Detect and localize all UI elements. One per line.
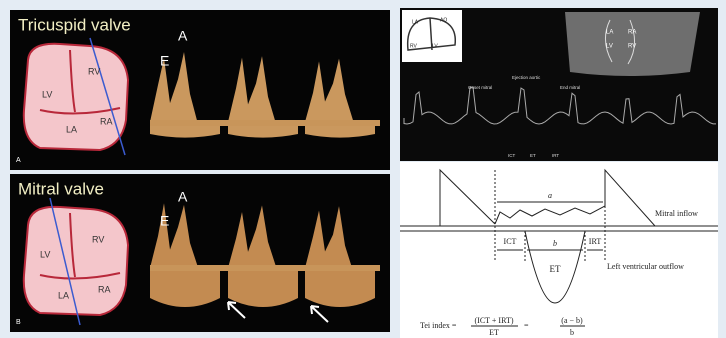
chamber-label: LA (58, 290, 69, 300)
inset-label: AO (440, 17, 447, 23)
baseline-band (150, 265, 380, 271)
chamber-label: LV (40, 249, 50, 259)
chamber-label: LV (42, 89, 52, 99)
echo-note: Onset mitral (468, 85, 492, 90)
inset-label: RV (410, 43, 418, 49)
chamber-label: RV (88, 66, 100, 76)
echo-note: End mitral (560, 85, 580, 90)
inset-label: LV (432, 43, 438, 49)
formula: b (570, 328, 574, 337)
interval-label: ET (550, 264, 561, 274)
figure: Tricuspid valve E A LV RV LA RA A Mitral… (0, 0, 726, 338)
interval-label: a (548, 191, 552, 200)
chamber-label: RA (100, 116, 113, 126)
chamber-label: RA (98, 284, 111, 294)
echo-note: ET (530, 153, 536, 158)
panel-letter: A (16, 157, 21, 164)
interval-label: ICT (504, 237, 517, 246)
peak-label: A (178, 28, 188, 44)
interval-label: b (553, 239, 557, 248)
wave-label: Mitral inflow (655, 209, 698, 218)
wave-label: Left ventricular outflow (607, 262, 684, 271)
echo-note: ICT (508, 153, 516, 158)
chamber-label: LA (66, 124, 77, 134)
baseline-band (150, 120, 380, 126)
formula: Tei index = (420, 321, 457, 330)
echo-note: IRT (552, 153, 559, 158)
formula: = (524, 321, 529, 330)
inset-label: LA (412, 19, 419, 25)
echo-label: RA (628, 30, 636, 36)
peak-label: E (160, 53, 169, 69)
chamber-label: RV (92, 234, 104, 244)
heart-bottom (24, 198, 128, 325)
peak-label: A (178, 189, 188, 205)
panel-title: Mitral valve (18, 179, 104, 198)
panel-letter: B (16, 319, 21, 326)
peak-label: E (160, 213, 169, 229)
formula: (a − b) (561, 316, 583, 325)
echo-label: RV (628, 44, 636, 50)
heart-shape (24, 207, 128, 315)
formula: (ICT + IRT) (475, 316, 514, 325)
echo-label: LA (606, 30, 613, 36)
formula: ET (489, 328, 499, 337)
panel-title: Tricuspid valve (18, 15, 131, 34)
echo-label: LV (606, 44, 613, 50)
heart-top (24, 38, 128, 155)
echo-note: Ejection aortic (512, 75, 541, 80)
interval-label: IRT (589, 237, 602, 246)
